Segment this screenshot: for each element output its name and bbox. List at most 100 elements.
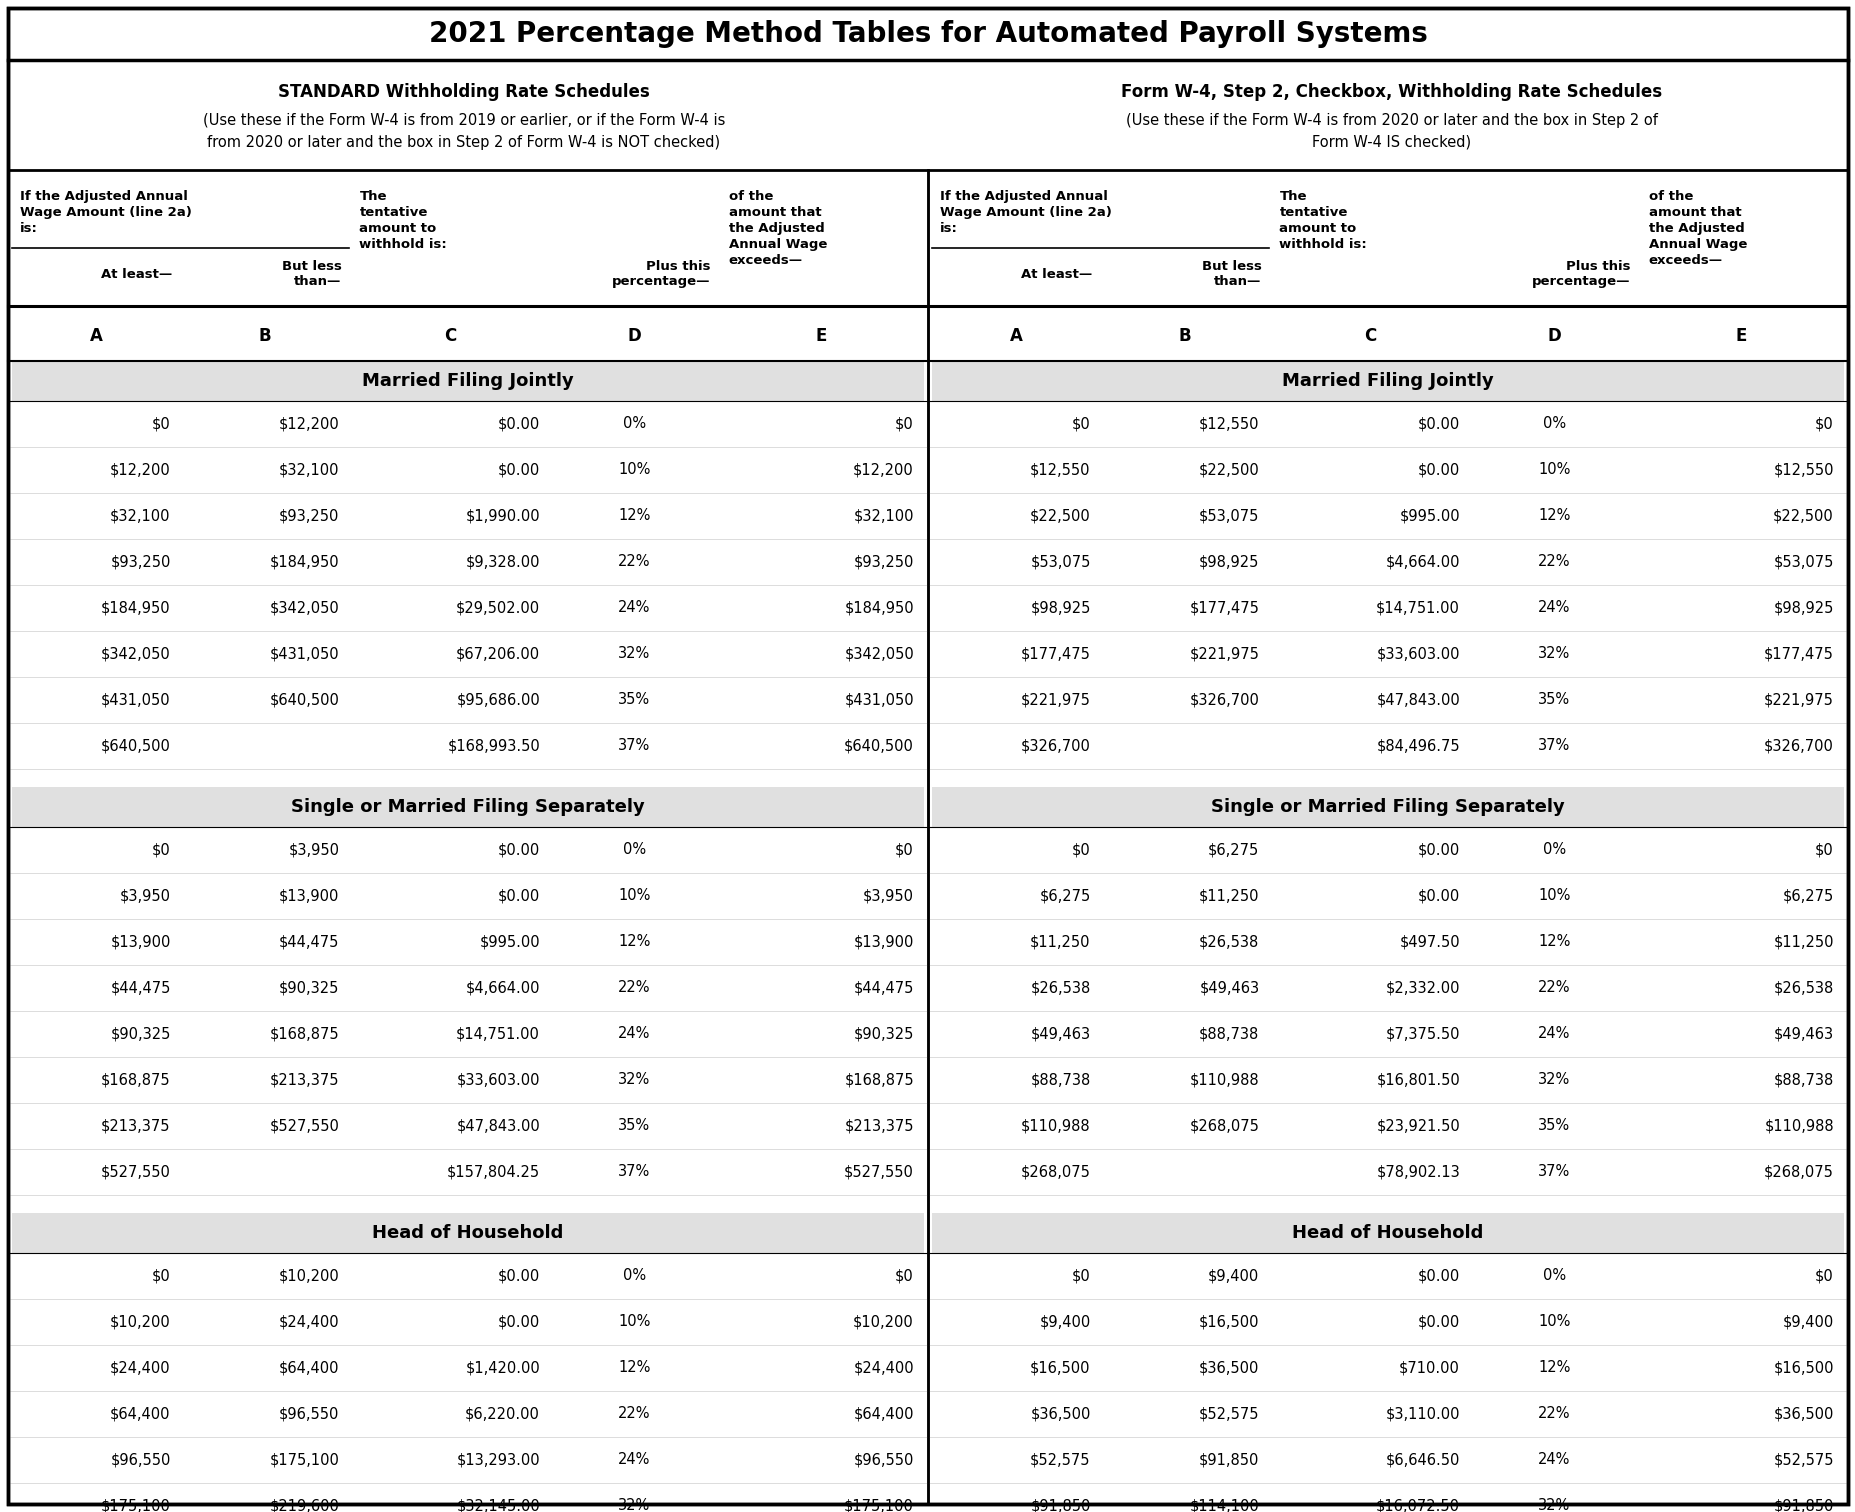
Text: $431,050: $431,050 bbox=[844, 692, 913, 708]
Text: If the Adjusted Annual
Wage Amount (line 2a)
is:: If the Adjusted Annual Wage Amount (line… bbox=[20, 191, 191, 234]
Text: $11,250: $11,250 bbox=[1773, 934, 1833, 950]
Text: $32,100: $32,100 bbox=[109, 508, 171, 523]
Text: $96,550: $96,550 bbox=[109, 1453, 171, 1468]
Text: 37%: 37% bbox=[618, 738, 651, 753]
Text: 22%: 22% bbox=[618, 555, 651, 570]
Text: 37%: 37% bbox=[1538, 1164, 1569, 1179]
Text: $431,050: $431,050 bbox=[269, 647, 339, 662]
Text: Plus this
percentage—: Plus this percentage— bbox=[612, 260, 710, 287]
Text: 35%: 35% bbox=[618, 692, 649, 708]
Text: 22%: 22% bbox=[1538, 980, 1569, 995]
Text: C: C bbox=[1363, 327, 1375, 345]
Text: $26,538: $26,538 bbox=[1773, 980, 1833, 995]
Text: $24,400: $24,400 bbox=[278, 1314, 339, 1329]
Text: $10,200: $10,200 bbox=[278, 1269, 339, 1284]
Text: 10%: 10% bbox=[618, 1314, 651, 1329]
Text: 12%: 12% bbox=[1538, 508, 1569, 523]
Text: $6,220.00: $6,220.00 bbox=[466, 1406, 540, 1421]
Text: $527,550: $527,550 bbox=[844, 1164, 913, 1179]
Text: 35%: 35% bbox=[1538, 692, 1569, 708]
Text: $12,550: $12,550 bbox=[1773, 463, 1833, 478]
Text: $22,500: $22,500 bbox=[1772, 508, 1833, 523]
Text: $168,875: $168,875 bbox=[269, 1027, 339, 1042]
Bar bbox=[931, 788, 1844, 827]
Text: 32%: 32% bbox=[1538, 1498, 1569, 1512]
Text: $0.00: $0.00 bbox=[497, 416, 540, 431]
Text: $114,100: $114,100 bbox=[1189, 1498, 1260, 1512]
Text: $175,100: $175,100 bbox=[844, 1498, 913, 1512]
Text: $32,100: $32,100 bbox=[278, 463, 339, 478]
Text: $168,993.50: $168,993.50 bbox=[447, 738, 540, 753]
Text: $527,550: $527,550 bbox=[269, 1119, 339, 1134]
Text: $157,804.25: $157,804.25 bbox=[447, 1164, 540, 1179]
Bar bbox=[11, 1213, 924, 1253]
Text: $10,200: $10,200 bbox=[109, 1314, 171, 1329]
Text: $640,500: $640,500 bbox=[269, 692, 339, 708]
Text: of the
amount that
the Adjusted
Annual Wage
exceeds—: of the amount that the Adjusted Annual W… bbox=[1647, 191, 1746, 268]
Text: 10%: 10% bbox=[618, 889, 651, 904]
Text: $184,950: $184,950 bbox=[844, 600, 913, 615]
Text: 12%: 12% bbox=[1538, 1361, 1569, 1376]
Text: $184,950: $184,950 bbox=[269, 555, 339, 570]
Text: $0: $0 bbox=[152, 416, 171, 431]
Text: $640,500: $640,500 bbox=[100, 738, 171, 753]
Text: $36,500: $36,500 bbox=[1030, 1406, 1091, 1421]
Text: $24,400: $24,400 bbox=[853, 1361, 913, 1376]
Text: $0: $0 bbox=[152, 1269, 171, 1284]
Text: The
tentative
amount to
withhold is:: The tentative amount to withhold is: bbox=[360, 191, 447, 251]
Text: $168,875: $168,875 bbox=[844, 1072, 913, 1087]
Text: $6,275: $6,275 bbox=[1783, 889, 1833, 904]
Text: $4,664.00: $4,664.00 bbox=[466, 980, 540, 995]
Text: (Use these if the Form W-4 is from 2020 or later and the box in Step 2 of: (Use these if the Form W-4 is from 2020 … bbox=[1126, 112, 1657, 127]
Text: 24%: 24% bbox=[1538, 1027, 1569, 1042]
Text: $0.00: $0.00 bbox=[497, 842, 540, 857]
Text: $0: $0 bbox=[1072, 842, 1091, 857]
Text: $26,538: $26,538 bbox=[1198, 934, 1260, 950]
Text: 10%: 10% bbox=[618, 463, 651, 478]
Text: 22%: 22% bbox=[618, 1406, 651, 1421]
Text: $213,375: $213,375 bbox=[269, 1072, 339, 1087]
Text: $0.00: $0.00 bbox=[1417, 463, 1460, 478]
Text: $53,075: $53,075 bbox=[1773, 555, 1833, 570]
Text: from 2020 or later and the box in Step 2 of Form W-4 is NOT checked): from 2020 or later and the box in Step 2… bbox=[208, 135, 720, 150]
Text: Form W-4, Step 2, Checkbox, Withholding Rate Schedules: Form W-4, Step 2, Checkbox, Withholding … bbox=[1120, 83, 1662, 101]
Text: 24%: 24% bbox=[1538, 600, 1569, 615]
Text: $0.00: $0.00 bbox=[497, 1314, 540, 1329]
Text: 2021 Percentage Method Tables for Automated Payroll Systems: 2021 Percentage Method Tables for Automa… bbox=[429, 20, 1426, 48]
Text: $110,988: $110,988 bbox=[1189, 1072, 1260, 1087]
Text: 0%: 0% bbox=[1542, 416, 1566, 431]
Text: Head of Household: Head of Household bbox=[373, 1225, 564, 1241]
Bar bbox=[11, 788, 924, 827]
Text: 24%: 24% bbox=[618, 1027, 651, 1042]
Text: $52,575: $52,575 bbox=[1030, 1453, 1091, 1468]
Text: $91,850: $91,850 bbox=[1030, 1498, 1091, 1512]
Text: $49,463: $49,463 bbox=[1198, 980, 1260, 995]
Text: At least—: At least— bbox=[102, 268, 173, 281]
Text: $175,100: $175,100 bbox=[269, 1453, 339, 1468]
Text: $219,600: $219,600 bbox=[269, 1498, 339, 1512]
Text: 0%: 0% bbox=[623, 1269, 646, 1284]
Text: $9,400: $9,400 bbox=[1039, 1314, 1091, 1329]
Text: $1,990.00: $1,990.00 bbox=[466, 508, 540, 523]
Text: Plus this
percentage—: Plus this percentage— bbox=[1532, 260, 1631, 287]
Text: $995.00: $995.00 bbox=[479, 934, 540, 950]
Text: $0.00: $0.00 bbox=[1417, 842, 1460, 857]
Text: $710.00: $710.00 bbox=[1399, 1361, 1460, 1376]
Text: $0: $0 bbox=[894, 842, 913, 857]
Text: $4,664.00: $4,664.00 bbox=[1386, 555, 1460, 570]
Text: $0.00: $0.00 bbox=[497, 1269, 540, 1284]
Text: $168,875: $168,875 bbox=[100, 1072, 171, 1087]
Text: $26,538: $26,538 bbox=[1030, 980, 1091, 995]
Text: $29,502.00: $29,502.00 bbox=[456, 600, 540, 615]
Text: $177,475: $177,475 bbox=[1762, 647, 1833, 662]
Text: $93,250: $93,250 bbox=[278, 508, 339, 523]
Text: $3,950: $3,950 bbox=[863, 889, 913, 904]
Text: $177,475: $177,475 bbox=[1189, 600, 1260, 615]
Text: 37%: 37% bbox=[618, 1164, 651, 1179]
Text: $24,400: $24,400 bbox=[109, 1361, 171, 1376]
Text: $52,575: $52,575 bbox=[1198, 1406, 1260, 1421]
Text: $49,463: $49,463 bbox=[1773, 1027, 1833, 1042]
Bar bbox=[931, 1213, 1844, 1253]
Text: $13,900: $13,900 bbox=[109, 934, 171, 950]
Text: $0: $0 bbox=[1072, 1269, 1091, 1284]
